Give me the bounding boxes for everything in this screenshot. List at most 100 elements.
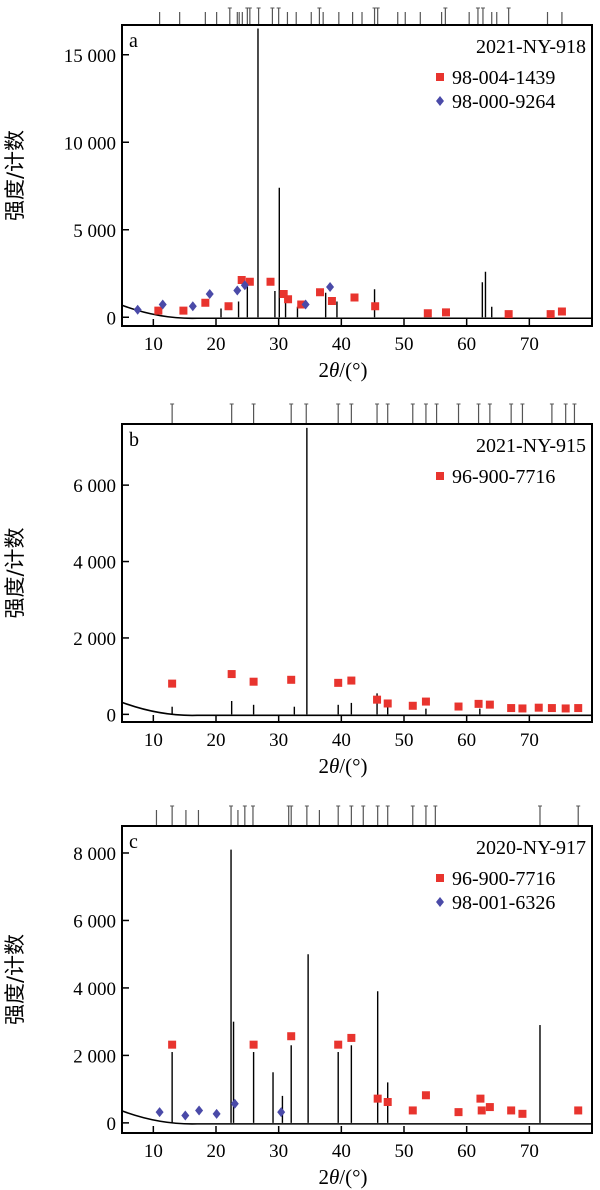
x-axis-title-part: θ: [329, 358, 339, 382]
plot-frame: [121, 423, 593, 723]
phase-marker-blue: [155, 1107, 164, 1118]
x-tick-label: 40: [332, 730, 351, 751]
phase-marker-blue: [277, 1107, 286, 1118]
phase-marker-blue: [326, 282, 335, 292]
y-tick-label: 6 000: [73, 476, 116, 497]
x-tick-label: 30: [269, 334, 288, 355]
x-tick-label: 60: [457, 334, 476, 355]
phase-marker-red: [423, 309, 432, 318]
phase-marker-red: [454, 702, 463, 711]
phase-marker-blue: [233, 285, 242, 296]
panel-b: 10 20 30 40 50 60 70 0 2 000 4 000 6 000 2θ/(°) 强度/计…: [3, 403, 593, 778]
phase-marker-red: [347, 1033, 356, 1042]
phase-marker-blue: [158, 299, 167, 310]
sample-id: 2020-NY-917: [476, 837, 586, 859]
legend-marker-square: [436, 73, 444, 81]
x-tick-label: 10: [144, 730, 163, 751]
phase-marker-red: [476, 1094, 485, 1103]
phase-marker-blue: [133, 304, 142, 315]
phase-marker-red: [287, 1032, 296, 1041]
x-tick-label: 10: [144, 334, 163, 355]
plot-frame: [121, 825, 593, 1134]
x-tick-label: 40: [332, 334, 351, 355]
phase-marker-red: [507, 1106, 516, 1115]
x-axis-title-part: 2: [318, 358, 329, 382]
plot-frame: [121, 24, 593, 327]
phase-marker-red: [350, 293, 359, 302]
legend-label: 96-900-7716: [452, 868, 555, 890]
phase-marker-red: [297, 300, 306, 309]
phase-marker-blue: [212, 1108, 221, 1119]
y-axis-title: 强度/计数: [3, 527, 27, 618]
x-tick-label: 70: [520, 334, 539, 355]
x-axis-title-part: /(°): [339, 358, 367, 382]
x-tick-label: 30: [269, 730, 288, 751]
panel-letter: b: [129, 429, 139, 451]
x-tick-label: 20: [207, 730, 226, 751]
x-tick-label: 20: [207, 334, 226, 355]
x-axis-title-part: θ: [329, 754, 339, 778]
phase-marker-red: [316, 288, 325, 297]
y-axis-title: 强度/计数: [3, 934, 27, 1025]
phase-marker-red: [249, 677, 258, 686]
x-tick-label: 50: [395, 730, 414, 751]
phase-marker-red: [504, 310, 513, 319]
legend-marker-square: [436, 874, 444, 882]
phase-marker-red: [227, 670, 236, 679]
x-tick-label: 60: [457, 730, 476, 751]
legend-marker-diamond: [436, 897, 444, 907]
x-tick-label: 20: [207, 1141, 226, 1162]
legend-marker-diamond: [436, 96, 444, 106]
phase-marker-red: [547, 704, 556, 713]
phase-marker-red: [237, 276, 246, 284]
x-axis-title-part: 2: [318, 1165, 329, 1189]
y-tick-label: 2 000: [73, 629, 116, 650]
panel-letter: c: [129, 831, 138, 853]
y-tick-label: 15 000: [64, 46, 116, 67]
phase-marker-blue: [205, 289, 214, 299]
phase-marker-blue: [240, 280, 249, 291]
phase-marker-red: [327, 297, 336, 305]
phase-marker-red: [518, 704, 527, 713]
phase-marker-red: [168, 1040, 177, 1049]
phase-marker-red: [477, 1106, 486, 1115]
y-tick-label: 4 000: [73, 979, 116, 1000]
y-tick-label: 2 000: [73, 1046, 116, 1067]
y-tick-label: 8 000: [73, 844, 116, 865]
phase-marker-red: [441, 308, 450, 317]
phase-marker-red: [168, 679, 177, 688]
y-tick-label: 0: [107, 308, 117, 329]
legend-label: 96-900-7716: [452, 466, 555, 488]
phase-marker-red: [454, 1108, 463, 1117]
phase-marker-red: [421, 697, 430, 706]
x-tick-label: 10: [144, 1141, 163, 1162]
phase-marker-blue: [181, 1110, 190, 1121]
legend-label: 98-004-1439: [452, 67, 555, 89]
phase-marker-red: [534, 703, 543, 712]
y-tick-label: 10 000: [64, 133, 116, 154]
x-tick-label: 70: [520, 730, 539, 751]
y-tick-label: 4 000: [73, 553, 116, 574]
phase-marker-blue: [230, 1098, 239, 1109]
y-tick-label: 6 000: [73, 911, 116, 932]
phase-marker-red: [561, 704, 570, 713]
pattern-baseline: [121, 304, 592, 320]
phase-marker-red: [421, 1091, 430, 1100]
panel-letter: a: [129, 30, 138, 52]
legend-marker-square: [436, 472, 444, 480]
phase-marker-red: [574, 1106, 583, 1115]
legend-label: 98-000-9264: [452, 91, 555, 113]
sample-id: 2021-NY-918: [476, 36, 586, 58]
phase-marker-red: [266, 277, 275, 286]
phase-marker-red: [279, 290, 288, 298]
x-axis-title-part: /(°): [339, 754, 367, 778]
panel-c: 10 20 30 40 50 60 70 0 2 000 4 000 6 000 8 000 2θ/(°…: [3, 805, 593, 1189]
x-axis-title: 2θ/(°): [318, 358, 367, 382]
phase-marker-red: [474, 699, 483, 708]
phase-marker-red: [201, 298, 210, 307]
y-axis-title: 强度/计数: [3, 130, 27, 221]
phase-marker-red: [485, 1103, 494, 1112]
x-axis-title-part: θ: [329, 1165, 339, 1189]
phase-marker-red: [383, 699, 392, 708]
phase-marker-red: [574, 704, 583, 713]
